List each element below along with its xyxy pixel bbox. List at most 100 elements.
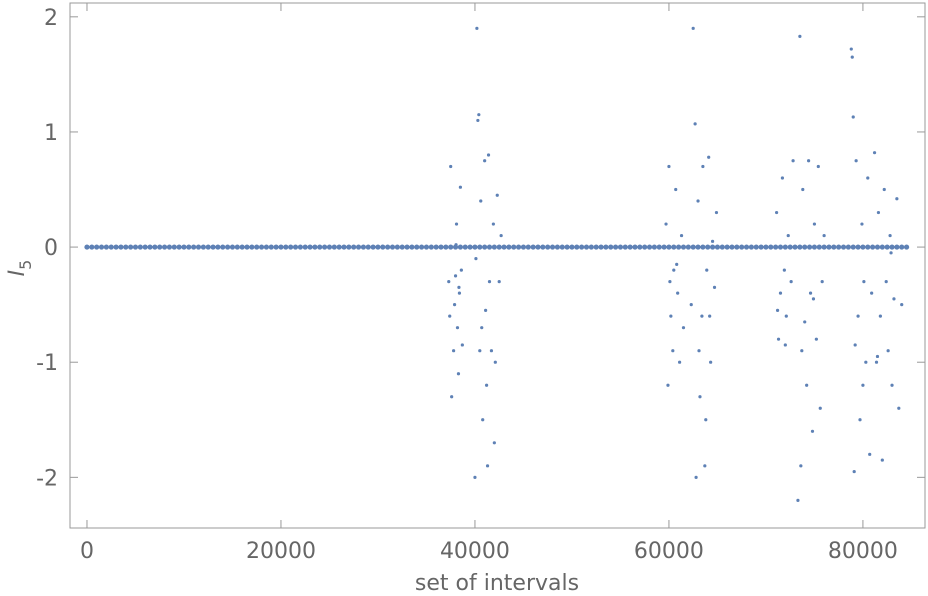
point — [876, 210, 881, 215]
point — [341, 244, 347, 250]
point — [821, 244, 827, 250]
plot-frame — [69, 2, 926, 529]
point — [783, 343, 787, 347]
point — [709, 360, 713, 364]
point — [820, 280, 824, 284]
point — [889, 244, 895, 250]
point — [705, 244, 711, 250]
point — [796, 498, 800, 502]
point — [668, 280, 672, 284]
point — [123, 244, 129, 250]
point — [900, 303, 904, 307]
point — [850, 244, 856, 250]
point — [443, 244, 449, 250]
point — [617, 244, 624, 250]
point — [195, 244, 202, 250]
point — [866, 176, 870, 180]
point — [797, 244, 803, 250]
point — [814, 337, 818, 341]
point — [229, 244, 236, 250]
point — [457, 291, 462, 295]
point — [181, 244, 187, 250]
point — [472, 244, 478, 250]
point — [627, 244, 633, 250]
point — [249, 244, 255, 250]
point — [666, 244, 672, 250]
point — [734, 244, 740, 250]
point — [302, 244, 308, 250]
point — [474, 256, 478, 261]
point — [709, 244, 716, 250]
point — [404, 244, 410, 250]
point — [479, 199, 483, 203]
point — [283, 244, 289, 250]
point — [671, 349, 675, 353]
point — [854, 159, 858, 163]
point — [288, 244, 294, 250]
point — [714, 210, 719, 215]
point — [798, 34, 802, 38]
point — [685, 244, 691, 250]
point — [452, 303, 457, 307]
point — [535, 244, 541, 250]
point — [775, 308, 780, 313]
point — [608, 244, 614, 250]
point — [710, 239, 715, 243]
point — [147, 244, 153, 250]
point — [870, 291, 874, 295]
point — [903, 244, 910, 250]
point — [840, 244, 847, 250]
point — [666, 383, 670, 387]
point — [811, 297, 816, 301]
point — [780, 176, 785, 180]
point — [800, 349, 804, 353]
point — [860, 244, 866, 250]
point — [791, 159, 795, 163]
point — [724, 244, 730, 250]
x-tick-label: 0 — [80, 539, 94, 564]
point — [458, 185, 462, 189]
point — [895, 197, 899, 201]
point — [477, 244, 483, 250]
point — [496, 244, 502, 250]
point — [559, 244, 565, 250]
y-tick-label: 2 — [44, 6, 58, 31]
point — [118, 244, 124, 250]
point — [778, 291, 783, 295]
point — [312, 244, 318, 250]
point — [113, 244, 119, 250]
y-tick-label: -2 — [36, 466, 58, 491]
point — [856, 314, 860, 318]
point — [705, 268, 709, 272]
point — [450, 395, 454, 399]
point — [787, 244, 793, 250]
point — [729, 244, 735, 250]
point — [511, 244, 517, 250]
y-axis-label-main: I — [5, 270, 30, 277]
point — [776, 337, 781, 341]
point — [860, 222, 864, 226]
point — [210, 244, 216, 250]
point — [777, 244, 784, 250]
point — [564, 244, 570, 250]
point — [890, 383, 894, 387]
point — [394, 244, 400, 250]
point — [200, 244, 206, 250]
point — [205, 244, 211, 250]
point — [805, 383, 809, 387]
y-tick-label: -1 — [36, 351, 58, 376]
point — [459, 268, 463, 272]
point — [879, 244, 885, 250]
point — [554, 244, 560, 250]
point — [322, 244, 328, 250]
point — [579, 244, 585, 250]
point — [862, 280, 866, 284]
point — [886, 349, 890, 353]
point — [808, 291, 813, 295]
point — [454, 243, 458, 247]
point — [789, 280, 793, 284]
point — [132, 244, 139, 250]
point — [166, 244, 173, 250]
point — [698, 395, 702, 399]
y-axis-label-sub: 5 — [16, 260, 35, 270]
